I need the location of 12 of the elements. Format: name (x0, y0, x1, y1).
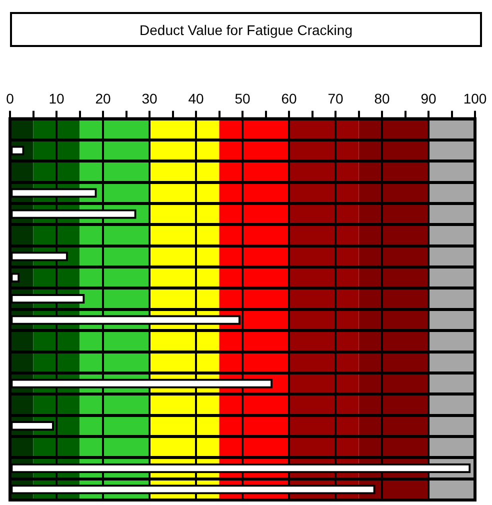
x-tick-label: 40 (188, 90, 204, 106)
chart-title: Deduct Value for Fatigue Cracking (10, 12, 482, 47)
x-tick-label: 90 (420, 90, 436, 106)
x-tick-label: 60 (281, 90, 297, 106)
x-tick-label: 10 (48, 90, 64, 106)
x-tick-label: 70 (328, 90, 344, 106)
x-tick-label: 100 (463, 90, 487, 106)
x-tick-label: 50 (234, 90, 250, 106)
x-tick-label: 30 (142, 90, 158, 106)
x-tick-label: 20 (95, 90, 111, 106)
x-tick-label: 0 (6, 90, 14, 106)
x-tick-label: 80 (374, 90, 390, 106)
